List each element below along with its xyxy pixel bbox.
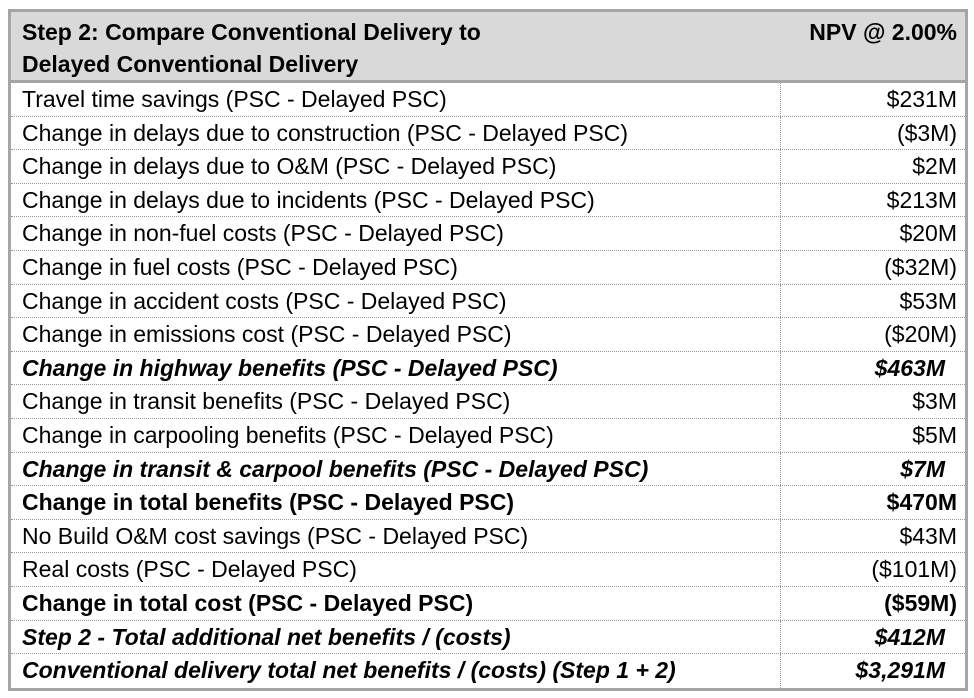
row-value: $463M bbox=[874, 354, 945, 381]
table-row: Change in accident costs (PSC - Delayed … bbox=[11, 284, 965, 319]
row-label: Step 2 - Total additional net benefits /… bbox=[11, 620, 781, 654]
row-value: $43M bbox=[899, 522, 957, 549]
row-label: Change in total benefits (PSC - Delayed … bbox=[11, 486, 781, 519]
row-label: Change in delays due to construction (PS… bbox=[11, 116, 781, 150]
table-row: Change in delays due to construction (PS… bbox=[11, 116, 965, 151]
row-label: Travel time savings (PSC - Delayed PSC) bbox=[11, 83, 781, 116]
row-label: Change in emissions cost (PSC - Delayed … bbox=[11, 318, 781, 351]
npv-comparison-table: Step 2: Compare Conventional Delivery to… bbox=[8, 9, 968, 691]
table-row: No Build O&M cost savings (PSC - Delayed… bbox=[11, 519, 965, 554]
row-value: $2M bbox=[912, 153, 957, 180]
row-value: $20M bbox=[899, 220, 957, 247]
row-value: ($3M) bbox=[896, 119, 957, 146]
table-row: Conventional delivery total net benefits… bbox=[11, 654, 965, 688]
row-label: Change in delays due to O&M (PSC - Delay… bbox=[11, 150, 781, 183]
table-title: Step 2: Compare Conventional Delivery to… bbox=[11, 12, 781, 80]
row-label: Change in non-fuel costs (PSC - Delayed … bbox=[11, 217, 781, 250]
row-label: Change in highway benefits (PSC - Delaye… bbox=[11, 351, 781, 385]
row-value: ($20M) bbox=[884, 321, 957, 348]
table-row: Change in delays due to O&M (PSC - Delay… bbox=[11, 150, 965, 184]
table-header: Step 2: Compare Conventional Delivery to… bbox=[8, 9, 968, 83]
row-value: $412M bbox=[874, 623, 945, 650]
table-row: Change in emissions cost (PSC - Delayed … bbox=[11, 318, 965, 352]
row-label: Real costs (PSC - Delayed PSC) bbox=[11, 553, 781, 586]
row-value: $53M bbox=[899, 287, 957, 314]
row-label: Change in transit benefits (PSC - Delaye… bbox=[11, 385, 781, 418]
table-row: Change in fuel costs (PSC - Delayed PSC)… bbox=[11, 250, 965, 285]
row-label: No Build O&M cost savings (PSC - Delayed… bbox=[11, 519, 781, 553]
table-row: Change in transit & carpool benefits (PS… bbox=[11, 452, 965, 487]
row-value: $5M bbox=[912, 421, 957, 448]
row-value: $231M bbox=[886, 86, 957, 112]
row-value: ($59M) bbox=[884, 589, 957, 616]
table-title-line-1: Step 2: Compare Conventional Delivery to bbox=[22, 19, 481, 45]
table-row: Change in carpooling benefits (PSC - Del… bbox=[11, 418, 965, 453]
row-label: Change in transit & carpool benefits (PS… bbox=[11, 452, 781, 486]
row-label: Change in fuel costs (PSC - Delayed PSC) bbox=[11, 250, 781, 284]
row-value: $3M bbox=[912, 388, 957, 415]
npv-column-header: NPV @ 2.00% bbox=[809, 19, 957, 45]
table-row: Real costs (PSC - Delayed PSC) ($101M) bbox=[11, 553, 965, 587]
row-label: Change in delays due to incidents (PSC -… bbox=[11, 183, 781, 217]
table-row: Change in highway benefits (PSC - Delaye… bbox=[11, 351, 965, 386]
row-label: Conventional delivery total net benefits… bbox=[11, 654, 781, 688]
row-value: $470M bbox=[886, 489, 957, 516]
table-row: Change in total cost (PSC - Delayed PSC)… bbox=[11, 586, 965, 621]
table-row: Step 2 - Total additional net benefits /… bbox=[11, 620, 965, 655]
row-value: ($32M) bbox=[884, 253, 957, 280]
table-body: Travel time savings (PSC - Delayed PSC) $… bbox=[8, 83, 968, 691]
table-title-line-2: Delayed Conventional Delivery bbox=[22, 51, 359, 77]
row-value: $3,291M bbox=[855, 657, 945, 684]
table-row: Change in non-fuel costs (PSC - Delayed … bbox=[11, 217, 965, 251]
row-value: ($101M) bbox=[871, 556, 957, 583]
table-row: Change in transit benefits (PSC - Delaye… bbox=[11, 385, 965, 419]
row-label: Change in total cost (PSC - Delayed PSC) bbox=[11, 586, 781, 620]
table-row: Change in delays due to incidents (PSC -… bbox=[11, 183, 965, 218]
table-row: Change in total benefits (PSC - Delayed … bbox=[11, 486, 965, 520]
row-value: $213M bbox=[886, 186, 957, 213]
row-label: Change in accident costs (PSC - Delayed … bbox=[11, 284, 781, 318]
row-label: Change in carpooling benefits (PSC - Del… bbox=[11, 418, 781, 452]
table-row: Travel time savings (PSC - Delayed PSC) $… bbox=[11, 83, 965, 117]
row-value: $7M bbox=[900, 455, 945, 482]
